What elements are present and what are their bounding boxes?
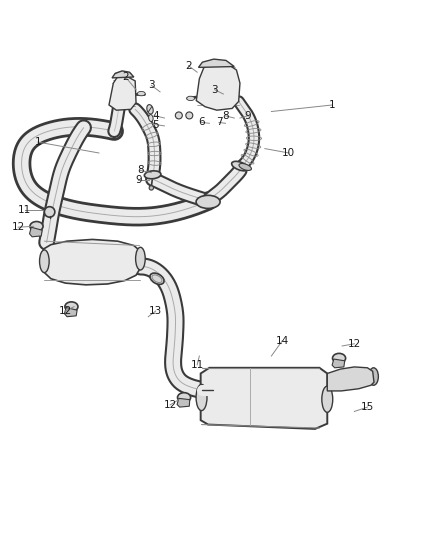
Ellipse shape (205, 60, 226, 66)
Ellipse shape (39, 250, 49, 272)
Ellipse shape (332, 353, 346, 363)
Text: 11: 11 (191, 360, 204, 370)
Ellipse shape (232, 161, 248, 171)
Text: 5: 5 (152, 119, 159, 130)
Polygon shape (327, 367, 374, 391)
Polygon shape (109, 77, 136, 110)
Text: 10: 10 (283, 148, 295, 158)
Text: 8: 8 (137, 165, 144, 175)
Polygon shape (198, 59, 234, 67)
Text: 4: 4 (152, 111, 159, 121)
Text: 13: 13 (149, 306, 162, 316)
Polygon shape (201, 368, 327, 429)
Ellipse shape (148, 115, 153, 122)
Text: 7: 7 (215, 117, 223, 127)
Text: 15: 15 (361, 402, 374, 412)
Text: 9: 9 (135, 175, 141, 185)
Ellipse shape (186, 112, 193, 119)
Text: 3: 3 (148, 80, 155, 90)
Text: 12: 12 (163, 400, 177, 410)
Ellipse shape (145, 171, 161, 179)
Ellipse shape (196, 384, 207, 410)
Polygon shape (29, 227, 42, 237)
Text: 9: 9 (244, 111, 251, 121)
Text: 8: 8 (222, 111, 229, 121)
Text: 12: 12 (59, 306, 72, 316)
Text: 12: 12 (348, 339, 361, 349)
Ellipse shape (147, 104, 153, 114)
Text: 3: 3 (211, 85, 218, 95)
Ellipse shape (65, 302, 78, 311)
Polygon shape (196, 62, 240, 110)
Ellipse shape (175, 112, 182, 119)
Polygon shape (112, 71, 134, 78)
Polygon shape (64, 308, 77, 317)
Ellipse shape (115, 72, 131, 77)
Ellipse shape (196, 195, 220, 208)
Text: 12: 12 (11, 222, 25, 232)
Ellipse shape (187, 96, 194, 101)
Ellipse shape (44, 207, 55, 217)
Ellipse shape (239, 164, 251, 171)
Ellipse shape (138, 92, 145, 96)
Ellipse shape (207, 386, 221, 394)
Ellipse shape (369, 368, 378, 385)
Polygon shape (43, 239, 141, 285)
Ellipse shape (30, 222, 43, 231)
Text: 1: 1 (329, 100, 336, 110)
Text: 2: 2 (122, 71, 128, 82)
Text: 11: 11 (18, 205, 32, 215)
Text: 2: 2 (185, 61, 192, 71)
Ellipse shape (136, 247, 145, 270)
Polygon shape (332, 359, 345, 368)
Ellipse shape (322, 386, 333, 413)
Ellipse shape (150, 273, 164, 285)
Text: 14: 14 (276, 336, 289, 346)
Text: 6: 6 (198, 117, 205, 127)
Polygon shape (177, 398, 190, 407)
Text: 1: 1 (35, 137, 41, 147)
Ellipse shape (149, 185, 153, 190)
Ellipse shape (177, 393, 191, 402)
